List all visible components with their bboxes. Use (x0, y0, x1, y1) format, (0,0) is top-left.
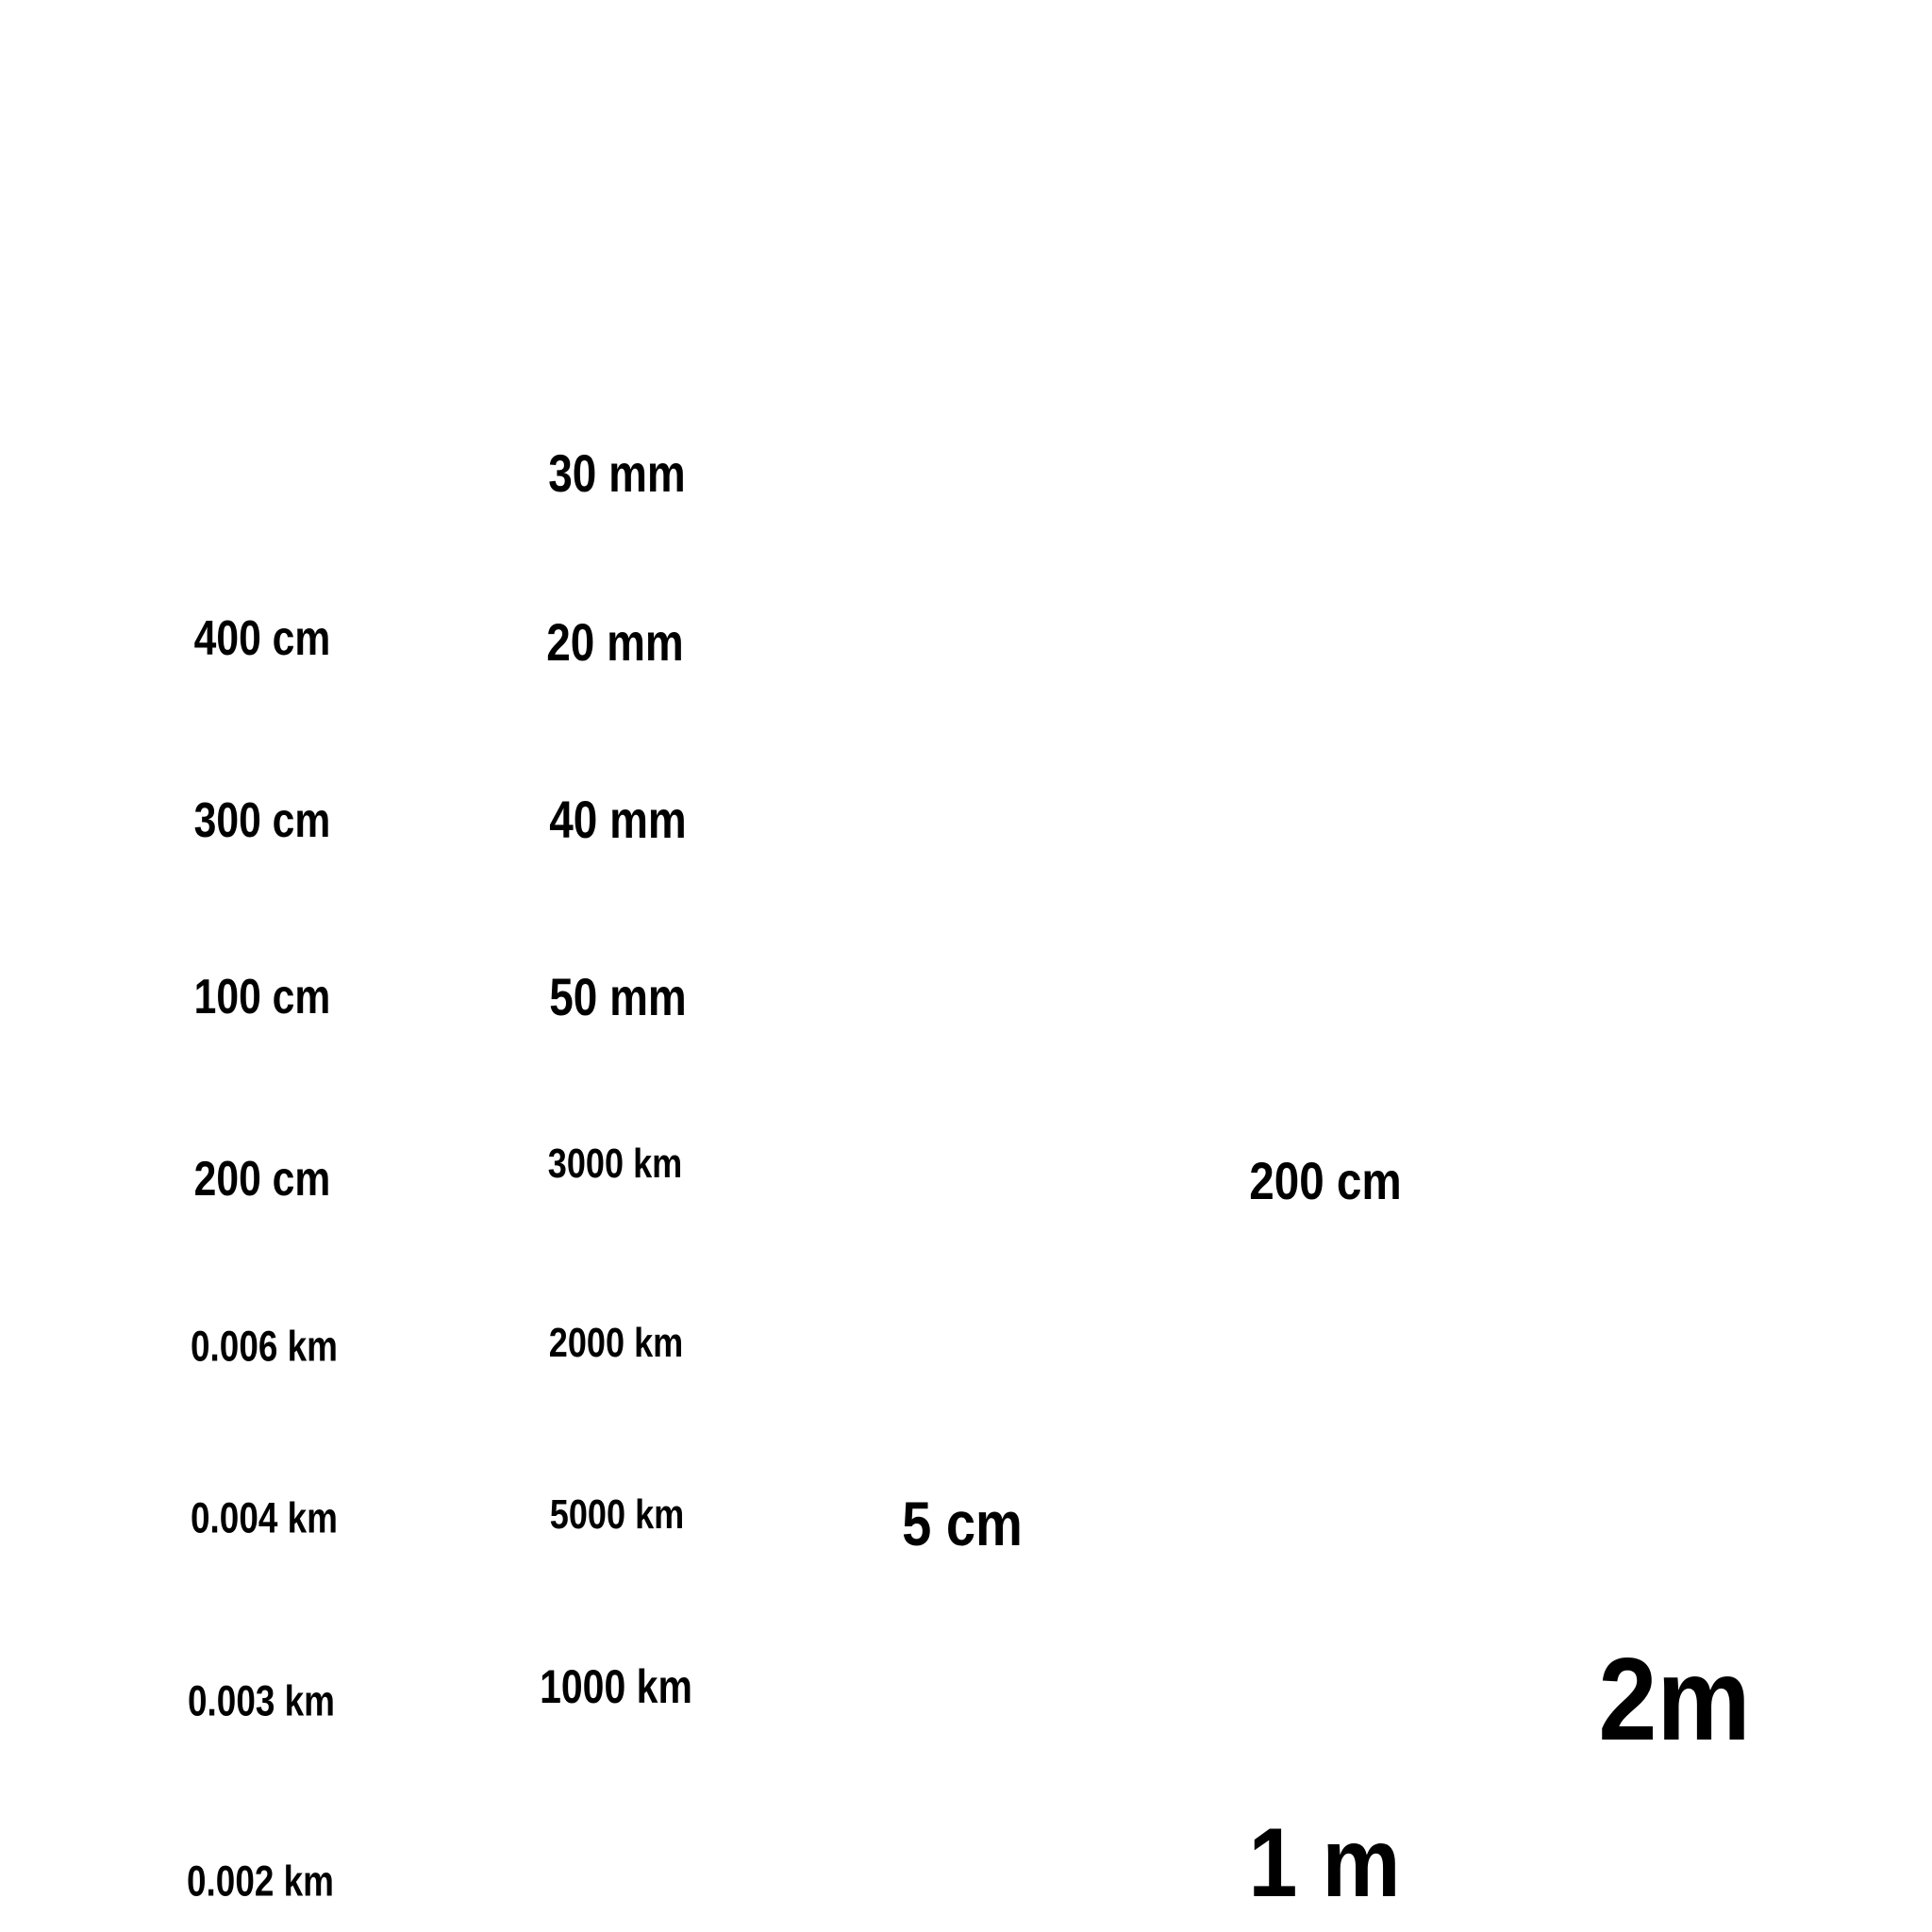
label-30-mm: 30 mm (548, 443, 686, 503)
label-20-mm: 20 mm (546, 612, 684, 672)
label-0-004-km: 0.004 km (191, 1493, 338, 1542)
label-3000-km: 3000 km (547, 1141, 683, 1187)
label-200-cm-left: 200 cm (193, 1152, 331, 1207)
label-100-cm: 100 cm (193, 970, 331, 1024)
label-5000-km: 5000 km (549, 1491, 685, 1538)
label-200-cm-right: 200 cm (1249, 1151, 1402, 1210)
label-2m: 2m (1598, 1635, 1751, 1765)
label-0-003-km: 0.003 km (188, 1676, 335, 1725)
label-300-cm: 300 cm (193, 793, 331, 848)
label-0-002-km: 0.002 km (187, 1857, 334, 1906)
label-0-006-km: 0.006 km (191, 1322, 338, 1371)
label-1000-km: 1000 km (540, 1660, 692, 1713)
label-1-m: 1 m (1248, 1808, 1401, 1918)
label-50-mm: 50 mm (549, 967, 687, 1026)
label-40-mm: 40 mm (549, 790, 687, 849)
label-5-cm: 5 cm (902, 1489, 1023, 1558)
label-400-cm: 400 cm (193, 611, 331, 666)
label-2000-km: 2000 km (548, 1320, 684, 1366)
